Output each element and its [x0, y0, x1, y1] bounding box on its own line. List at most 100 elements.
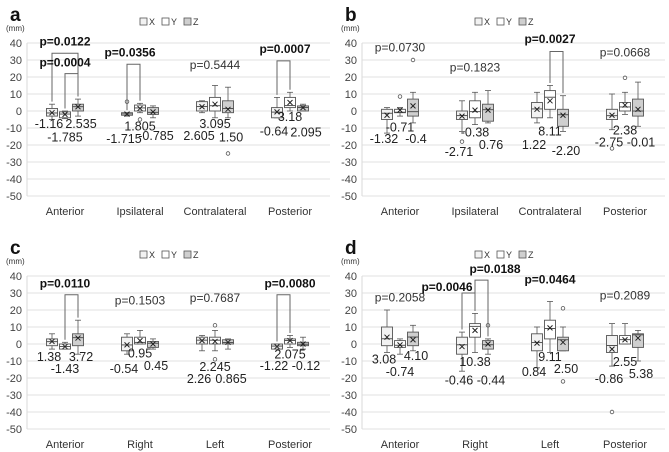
y-tick-label: 40: [345, 38, 357, 50]
panel-label: c: [10, 238, 21, 259]
x-category-label: Left: [206, 439, 224, 451]
p-value-label: p=0.0004: [39, 56, 90, 70]
median-value-label: 0.76: [479, 138, 503, 152]
mean-marker: [397, 107, 403, 114]
median-value-label: -1.43: [51, 362, 80, 376]
median-value-label: -0.785: [138, 129, 173, 143]
mean-marker: [547, 324, 553, 331]
legend-swatch-y: [496, 250, 505, 259]
y-tick-label: -30: [341, 157, 357, 169]
legend-swatch-z: [518, 17, 527, 26]
box-y: 3.095: [199, 85, 231, 131]
p-value-label: p=0.0188: [469, 262, 520, 276]
median-value-label: -1.16: [35, 117, 64, 131]
mean-marker: [609, 112, 615, 119]
p-value-label: p=0.1503: [115, 294, 166, 308]
box-x: -1.22: [260, 343, 288, 373]
box-z: 2.50: [554, 306, 578, 384]
box-iqr: [72, 333, 84, 347]
x-category-label: Contralateral: [519, 206, 582, 218]
mean-marker: [384, 112, 390, 119]
x-category-label: Anterior: [46, 206, 85, 218]
box-iqr: [297, 105, 309, 112]
box-iqr: [456, 336, 468, 355]
x-category-label: Ipsilateral: [116, 206, 163, 218]
significance-bracket: [64, 73, 79, 109]
mean-marker: [225, 339, 231, 346]
median-value-label: -0.12: [292, 359, 321, 373]
y-tick-label: -20: [6, 373, 22, 385]
y-tick-label: 20: [345, 72, 357, 84]
y-tick-label: 20: [10, 72, 22, 84]
mean-marker: [274, 108, 280, 115]
y-tick-label: -40: [6, 174, 22, 186]
outlier-point: [609, 146, 615, 151]
box-x: -0.46: [445, 331, 473, 388]
y-tick-label: -10: [341, 123, 357, 135]
y-tick-label: -30: [341, 390, 357, 402]
p-value-label: p=0.0464: [524, 272, 575, 286]
y-tick-label: -20: [341, 373, 357, 385]
x-category-label: Posterior: [268, 206, 312, 218]
significance-bracket: [474, 279, 489, 337]
median-value-label: -0.74: [386, 365, 415, 379]
p-value-label: p=0.0668: [600, 45, 651, 59]
mean-marker: [622, 102, 628, 108]
box-iqr: [407, 98, 419, 117]
legend-label-y: Y: [506, 250, 512, 260]
mean-marker: [300, 104, 306, 111]
p-value-label: p=0.7687: [190, 291, 241, 305]
legend-label-x: X: [149, 17, 155, 27]
significance-bracket: [276, 60, 291, 95]
legend-swatch-x: [474, 17, 483, 26]
median-value-label: 3.18: [278, 110, 302, 124]
mean-marker: [124, 341, 130, 348]
mean-marker: [635, 106, 641, 113]
mean-marker: [459, 113, 465, 119]
box-x: 2.26: [187, 335, 211, 386]
box-z: 0.76: [479, 90, 503, 152]
median-value-label: -2.75: [595, 136, 624, 150]
box-iqr: [606, 108, 618, 120]
mean-marker: [199, 103, 205, 110]
box-x: 2.605: [183, 100, 215, 143]
median-value-label: -0.54: [110, 362, 139, 376]
p-value-label: p=0.0080: [264, 277, 315, 291]
mean-marker: [410, 336, 416, 343]
box-x: -2.71: [445, 100, 473, 159]
legend-swatch-y: [161, 17, 170, 26]
mean-marker: [212, 101, 218, 108]
legend-label-z: Z: [193, 17, 199, 27]
box-z: -2.20: [552, 95, 580, 158]
median-value-label: -0.64: [260, 125, 289, 139]
median-value-label: 5.38: [629, 367, 653, 381]
outlier-point: [560, 379, 566, 384]
median-value-label: 0.84: [522, 365, 546, 379]
mean-marker: [547, 97, 553, 104]
legend-swatch-z: [183, 17, 192, 26]
y-tick-label: 0: [351, 339, 357, 351]
box-iqr: [557, 108, 569, 127]
box-y: -0.71: [386, 94, 414, 134]
p-value-label: p=0.2089: [600, 289, 651, 303]
median-value-label: -0.4: [405, 132, 427, 146]
mean-marker: [300, 341, 306, 347]
p-value-label: p=0.2058: [375, 290, 426, 304]
median-value-label: 2.26: [187, 372, 211, 386]
legend-label-x: X: [484, 17, 490, 27]
chart-panel-d: d(mm) X Y Z 40 30 20 10 0 -10 -20 -30 -40 -50 Anterior…: [341, 238, 665, 451]
box-x: 3.08: [372, 309, 396, 366]
chart-panel-a: a(mm) X Y Z 40 30 20 10 0 -10 -20 -30 -40 -50 Anterior…: [6, 5, 330, 218]
mean-marker: [384, 334, 390, 341]
mean-marker: [124, 111, 130, 117]
p-value-label: p=0.5444: [190, 58, 241, 72]
y-tick-label: 40: [10, 38, 22, 50]
box-y: -0.74: [386, 338, 415, 379]
legend-swatch-z: [183, 250, 192, 259]
box-x: -1.715: [106, 99, 142, 146]
legend-label-z: Z: [528, 250, 534, 260]
box-iqr: [147, 107, 159, 115]
chart-panel-b: b(mm) X Y Z 40 30 20 10 0 -10 -20 -30 -40 -50 Anterior…: [341, 5, 665, 218]
median-value-label: 1.22: [522, 138, 546, 152]
mean-marker: [62, 111, 68, 118]
